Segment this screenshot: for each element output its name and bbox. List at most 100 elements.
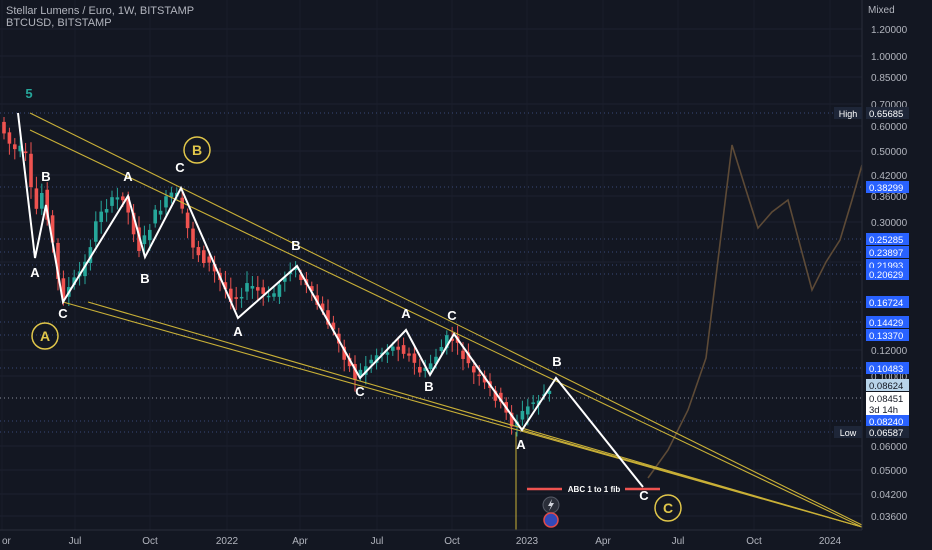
candle-body: [531, 402, 535, 404]
candle-body: [2, 121, 6, 134]
candle-body: [331, 322, 336, 330]
price-tick-label: 0.60000: [871, 122, 908, 133]
candle-body: [369, 359, 373, 364]
candle-body: [547, 390, 552, 394]
fib-label: ABC 1 to 1 fib: [568, 485, 621, 494]
btc-compare-line: [647, 144, 863, 479]
candle-body: [23, 151, 28, 154]
circled-wave-label: B: [192, 142, 202, 158]
candle-body: [358, 369, 363, 376]
candle-body: [40, 193, 44, 209]
candle-body: [158, 210, 163, 215]
candle-body: [94, 221, 98, 242]
wave-label: B: [291, 238, 300, 253]
candle-body: [407, 353, 411, 356]
candle-body: [245, 283, 249, 292]
candle-body: [536, 400, 541, 405]
candle-body: [520, 410, 525, 420]
candle-body: [169, 192, 174, 198]
candle-body: [482, 375, 487, 383]
channel-lines: [29, 112, 863, 528]
compare-symbol: BTCUSD, BITSTAMP: [6, 17, 112, 29]
candle-body: [283, 277, 287, 282]
price-tick-label: 0.50000: [871, 147, 908, 158]
price-tag-value: 0.23897: [869, 248, 903, 259]
candle-body: [223, 282, 228, 290]
candle-body: [418, 366, 422, 373]
scale-mode[interactable]: Mixed: [868, 5, 895, 16]
candle-body: [401, 345, 406, 354]
candle-body: [450, 338, 454, 341]
candle-body: [202, 250, 206, 264]
candle-body: [13, 144, 17, 150]
price-tick-label: 0.05000: [871, 466, 908, 477]
candle-body: [126, 196, 130, 213]
price-tag-value: 0.06587: [869, 428, 903, 439]
time-tick-label: or: [2, 536, 12, 547]
price-tick-label: 0.06000: [871, 442, 908, 453]
hilo-tag-label: High: [839, 109, 858, 119]
candle-body: [320, 303, 325, 311]
candle-body: [277, 284, 282, 297]
wave-label: A: [30, 265, 40, 280]
price-tag-value: 0.10483: [869, 364, 903, 375]
circled-wave-label: A: [40, 328, 50, 344]
hilo-tag-bg: [834, 426, 862, 438]
price-tick-label: 0.30000: [871, 218, 908, 229]
wave-label: A: [401, 306, 411, 321]
candle-body: [148, 229, 152, 241]
circled-wave-marker: [183, 136, 211, 164]
candle-body: [272, 293, 276, 297]
candle-body: [509, 412, 514, 427]
candle-body: [34, 188, 39, 209]
lightning-icon-glyph: [548, 499, 554, 511]
candle-body: [191, 228, 195, 248]
candle-body: [99, 211, 103, 223]
time-tick-label: Oct: [746, 536, 762, 547]
price-tick-label: 0.10000: [871, 372, 908, 383]
price-tag-bg: [866, 392, 909, 404]
price-tag-value: 0.13370: [869, 331, 903, 342]
candle-body: [342, 346, 346, 360]
candle-body: [229, 288, 233, 302]
candle-body: [466, 352, 471, 364]
time-tick-label: Jul: [69, 536, 82, 547]
price-scale[interactable]: 1.20000 1.00000 0.85000 0.70000 0.60000 0.500…: [834, 0, 932, 550]
candle-body: [104, 209, 109, 213]
wave-label: B: [41, 169, 50, 184]
btc-line: [647, 144, 863, 479]
candle-body: [115, 197, 120, 200]
candle-body: [50, 215, 55, 243]
price-tick-label: 1.00000: [871, 52, 908, 63]
price-tick-label: 0.03600: [871, 512, 908, 523]
price-tag-bg: [866, 329, 909, 341]
price-tag-bg: [866, 107, 909, 119]
channel-line: [29, 129, 863, 528]
price-tag-bg: [866, 268, 909, 280]
price-tick-label: 0.36000: [871, 192, 908, 203]
candle-body: [7, 132, 12, 144]
candle-body: [299, 274, 303, 280]
price-tick-label: 0.04200: [871, 490, 908, 501]
time-tick-label: Jul: [672, 536, 685, 547]
chart-title: Stellar Lumens / Euro, 1W, BITSTAMP: [6, 5, 195, 17]
time-tick-label: Oct: [142, 536, 158, 547]
circled-wave-marker: [31, 322, 59, 350]
price-tag-bg: [866, 296, 909, 308]
price-tag-value: 0.25285: [869, 235, 903, 246]
candle-body: [423, 367, 427, 372]
price-tag-value: 0.08240: [869, 417, 903, 428]
time-axis[interactable]: or Jul Oct 2022 Apr Jul Oct 2023 Apr Jul Oct 2024: [0, 529, 862, 550]
circled-wave-label: C: [663, 500, 673, 516]
price-tag-bg: [866, 246, 909, 258]
candle-body: [477, 374, 481, 377]
candle-body: [493, 390, 498, 401]
wave-path: [17, 112, 644, 488]
price-tag-bg: [866, 233, 909, 245]
price-tag-value: 0.20629: [869, 270, 903, 281]
candle-body: [110, 197, 114, 206]
price-tag-value: 0.08624: [869, 381, 903, 392]
wave-lines: [17, 112, 644, 488]
